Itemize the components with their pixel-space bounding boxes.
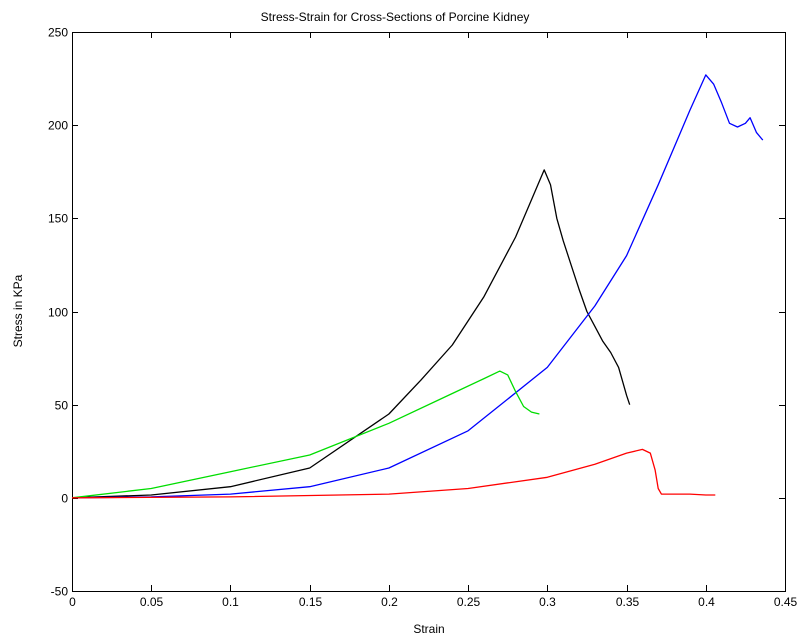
x-axis: 0 0.05 0.1 0.15 0.2 0.25 0.3 0.35 0.4 0.45 bbox=[69, 32, 798, 609]
y-axis-label: Stress in KPa bbox=[11, 274, 25, 347]
x-tick-label: 0.4 bbox=[698, 595, 715, 609]
series-layer bbox=[71, 74, 764, 499]
series-line-3 bbox=[71, 370, 540, 499]
x-tick-label: 0.15 bbox=[299, 595, 323, 609]
y-tick-label: 0 bbox=[61, 492, 68, 506]
y-tick-label: 250 bbox=[48, 26, 68, 40]
chart-title: Stress-Strain for Cross-Sections of Porc… bbox=[261, 10, 530, 24]
x-tick-label: 0.1 bbox=[222, 595, 239, 609]
y-tick-label: 150 bbox=[48, 212, 68, 226]
plot-frame bbox=[72, 32, 786, 592]
x-tick-label: 0.05 bbox=[140, 595, 164, 609]
series-line-1 bbox=[71, 169, 631, 499]
series-line-4 bbox=[71, 448, 716, 499]
y-tick-label: 200 bbox=[48, 119, 68, 133]
plot-area: 0 0.05 0.1 0.15 0.2 0.25 0.3 0.35 0.4 0.45 -50050… bbox=[48, 26, 798, 610]
y-tick-label: 100 bbox=[48, 306, 68, 320]
x-tick-label: 0.2 bbox=[381, 595, 398, 609]
x-axis-label: Strain bbox=[413, 622, 444, 636]
x-tick-label: 0.25 bbox=[457, 595, 481, 609]
x-tick-label: 0 bbox=[69, 595, 76, 609]
y-tick-label: -50 bbox=[51, 585, 69, 599]
x-tick-label: 0.35 bbox=[616, 595, 640, 609]
y-axis: -50 0 50 100 150 200 250 bbox=[48, 26, 785, 599]
y-tick-label: 50 bbox=[55, 399, 69, 413]
series-line-2 bbox=[71, 74, 764, 499]
x-tick-label: 0.45 bbox=[774, 595, 798, 609]
x-tick-label: 0.3 bbox=[539, 595, 556, 609]
